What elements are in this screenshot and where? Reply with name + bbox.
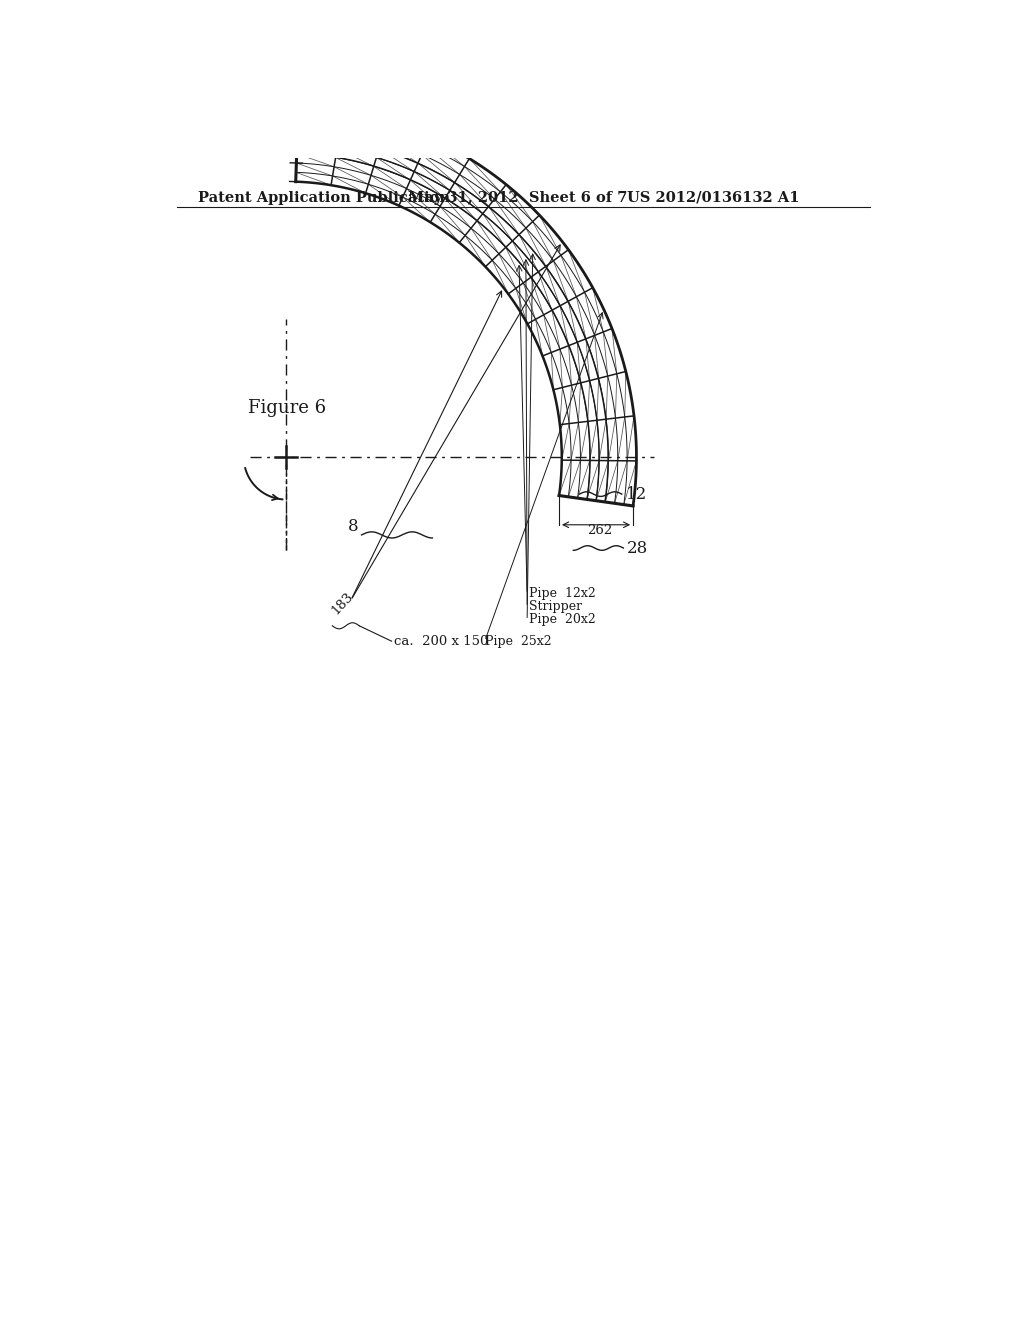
Text: Figure 6: Figure 6 bbox=[248, 399, 326, 417]
Text: 28: 28 bbox=[628, 540, 648, 557]
Text: ca.  200 x 150: ca. 200 x 150 bbox=[394, 635, 488, 648]
Text: Pipe  20x2: Pipe 20x2 bbox=[529, 614, 596, 627]
Text: Pipe  25x2: Pipe 25x2 bbox=[484, 635, 551, 648]
Text: 262: 262 bbox=[587, 524, 612, 537]
Text: 12: 12 bbox=[626, 486, 647, 503]
Text: Stripper: Stripper bbox=[529, 601, 583, 614]
Text: 8: 8 bbox=[348, 517, 358, 535]
Text: May 31, 2012  Sheet 6 of 7: May 31, 2012 Sheet 6 of 7 bbox=[408, 191, 627, 205]
Text: US 2012/0136132 A1: US 2012/0136132 A1 bbox=[628, 191, 800, 205]
Text: Pipe  12x2: Pipe 12x2 bbox=[529, 587, 596, 601]
Text: Patent Application Publication: Patent Application Publication bbox=[199, 191, 451, 205]
Text: 183: 183 bbox=[330, 590, 356, 618]
